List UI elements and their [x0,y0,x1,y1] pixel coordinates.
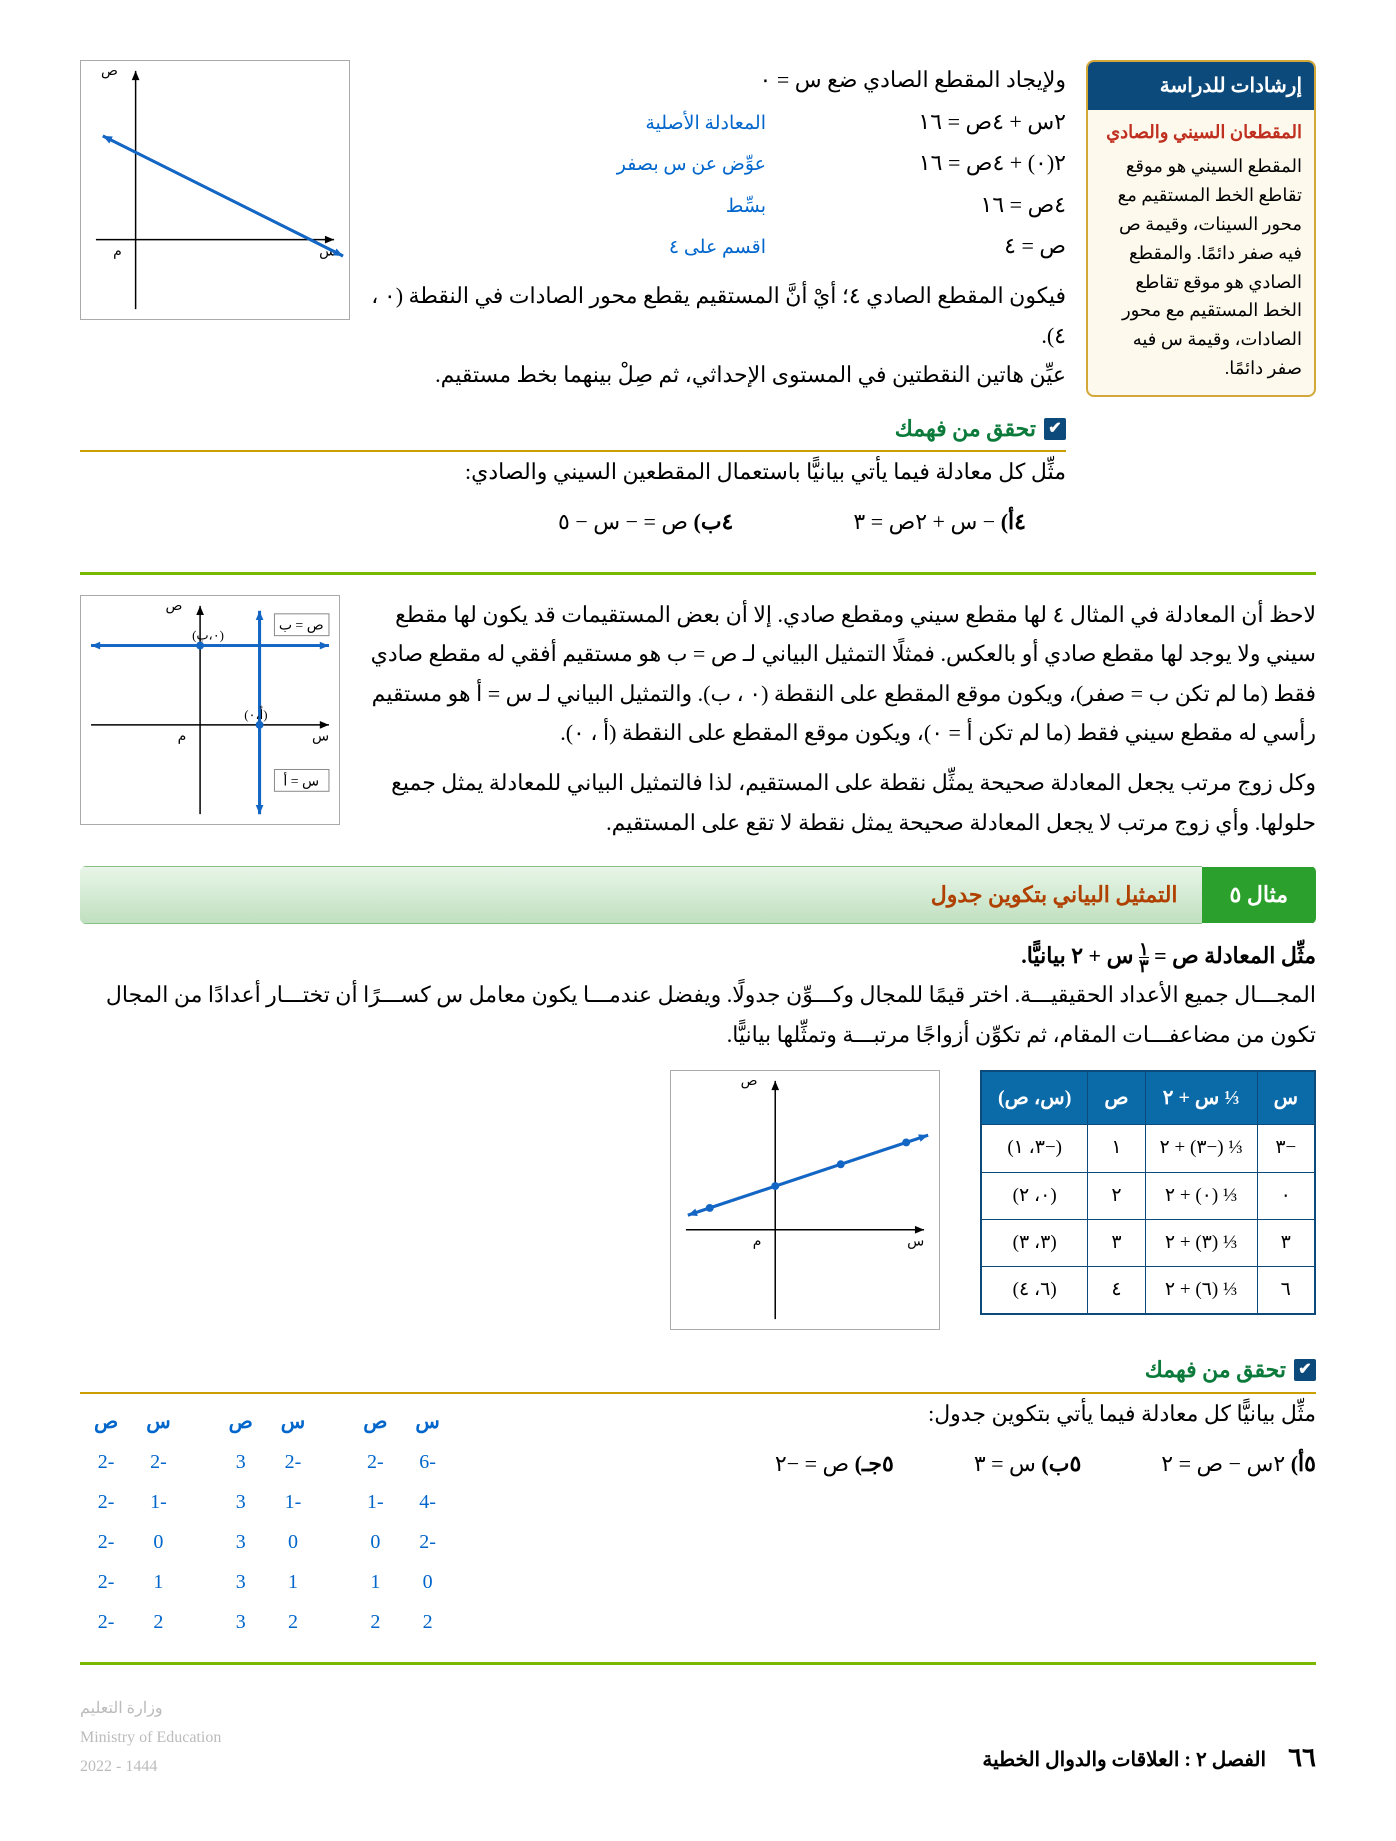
ex4a-id: ٤أ) [1001,509,1026,534]
check-label: تحقق من فهمك [895,409,1036,449]
divider [80,572,1316,575]
check-text: مثِّل كل معادلة فيما يأتي بيانيًّا باستع… [80,452,1066,492]
svg-text:(أ،٠): (أ،٠) [244,705,267,721]
para-intercept: فيكون المقطع الصادي ٤؛ أيْ أنَّ المستقيم… [370,276,1066,355]
top-section: إرشادات للدراسة المقطعان السيني والصادي … [80,60,1316,552]
main-column: ولإيجاد المقطع الصادي ضع س = ٠ ٢س + ٤ص =… [80,60,1066,552]
moe-year: 2022 - 1444 [80,1753,221,1782]
svg-text:(٠،ب): (٠،ب) [192,628,224,642]
ministry-mark: وزارة التعليم Ministry of Education 2022… [80,1695,221,1781]
chapter-title: الفصل ٢ : العلاقات والدوال الخطية [982,1749,1266,1771]
check-icon: ✔ [1294,1359,1316,1381]
ex5a: ٢س − ص = ٢ [1161,1451,1285,1476]
ex5c: ص = −٢ [775,1451,849,1476]
equation-block: ٢س + ٤ص = ١٦المعادلة الأصلية٢(٠) + ٤ص = … [370,102,1066,266]
page-number: ٦٦ [1288,1743,1316,1772]
svg-text:س: س [312,729,329,744]
big-para: لاحظ أن المعادلة في المثال ٤ لها مقطع سي… [360,595,1316,753]
moe-en: Ministry of Education [80,1724,221,1753]
big-para2: وكل زوج مرتب يجعل المعادلة صحيحة يمثِّل … [360,763,1316,842]
answer-table: سص-23-13031323 [215,1402,320,1642]
graph-1: سصم [80,60,350,320]
para-plot: عيِّن هاتين النقطتين في المستوى الإحداثي… [370,355,1066,395]
answer-table: سص-6-2-4-1-200122 [349,1402,454,1642]
ex4b-id: ٤ب) [694,509,734,534]
page-footer: ٦٦ الفصل ٢ : العلاقات والدوال الخطية وزا… [80,1695,1316,1781]
sidebar-header: إرشادات للدراسة [1088,62,1314,110]
check-understanding-header-2: ✔ تحقق من فهمك [80,1350,1316,1394]
check-label-2: تحقق من فهمك [1145,1350,1286,1390]
intro-line: ولإيجاد المقطع الصادي ضع س = ٠ [370,60,1066,100]
check2-text: مثِّل بيانيًّا كل معادلة فيما يأتي بتكوي… [494,1394,1316,1434]
answer-tables: سص-6-2-4-1-200122 سص-23-13031323 سص-2-2-1-… [80,1394,454,1642]
svg-text:ص: ص [101,64,118,79]
ex4b: ص = − س − ٥ [558,509,688,534]
divider-2 [80,1662,1316,1665]
mid-section: لاحظ أن المعادلة في المثال ٤ لها مقطع سي… [80,595,1316,843]
ex5a-id: ٥أ) [1291,1451,1316,1476]
svg-text:س: س [907,1235,924,1250]
ex5-para: المجـــال جميع الأعداد الحقيقيـــة. اختر… [80,975,1316,1054]
exercise-4: ٤أ) − س + ٢ص = ٣ ٤ب) ص = − س − ٥ [80,502,1026,542]
svg-text:ص = ب: ص = ب [279,618,324,633]
sidebar-subhead: المقطعان السيني والصادي [1088,110,1314,148]
study-tips-box: إرشادات للدراسة المقطعان السيني والصادي … [1086,60,1316,397]
check-icon: ✔ [1044,418,1066,440]
answer-table: سص-2-2-1-20-21-22-2 [80,1402,185,1642]
ex5-row: س⅓ س + ٢ص(س، ص)−٣⅓ (−٣) + ٢١(−٣، ١)٠⅓ (٠… [80,1070,1316,1330]
ex5b: س = ٣ [974,1451,1036,1476]
ex4a: − س + ٢ص = ٣ [853,509,995,534]
ex5c-id: ٥جـ) [855,1451,894,1476]
svg-text:ص: ص [165,598,182,613]
graph-2: سصم ص = بس = أ(٠،ب)(أ،٠) [80,595,340,825]
ex5-line1: مثِّل المعادلة ص = ١٣ س + ٢ بيانيًّا. [80,936,1316,976]
svg-text:ص: ص [741,1074,758,1089]
example5-table: س⅓ س + ٢ص(س، ص)−٣⅓ (−٣) + ٢١(−٣، ١)٠⅓ (٠… [980,1070,1316,1315]
check2-row: مثِّل بيانيًّا كل معادلة فيما يأتي بتكوي… [80,1394,1316,1642]
exercise-5: ٥أ) ٢س − ص = ٢ ٥ب) س = ٣ ٥جـ) ص = −٢ [494,1444,1316,1484]
svg-text:م: م [113,244,122,259]
check-understanding-header: ✔ تحقق من فهمك [80,409,1066,453]
sidebar-body: المقطع السيني هو موقع تقاطع الخط المستقي… [1088,148,1314,394]
ex5b-id: ٥ب) [1041,1451,1081,1476]
moe-ar: وزارة التعليم [80,1695,221,1724]
svg-text:م: م [753,1235,762,1250]
example-5-bar: مثال ٥ التمثيل البياني بتكوين جدول [80,866,1316,924]
graph-3: س ص م [670,1070,940,1330]
example-num: مثال ٥ [1202,867,1316,923]
svg-text:م: م [178,729,187,744]
example-title: التمثيل البياني بتكوين جدول [80,866,1202,924]
